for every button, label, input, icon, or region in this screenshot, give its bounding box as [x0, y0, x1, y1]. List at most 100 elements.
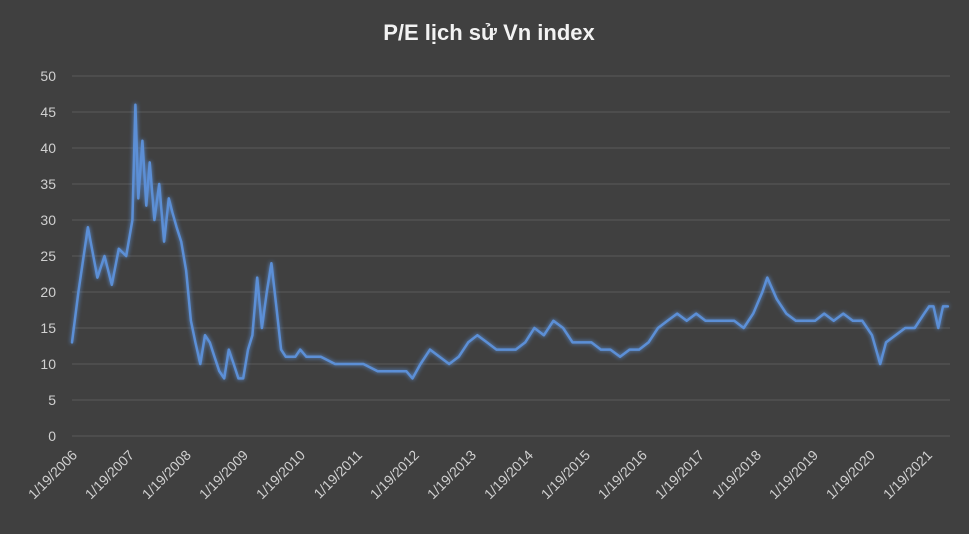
series-line [70, 103, 950, 380]
x-tick-label: 1/19/2008 [139, 447, 195, 503]
data-point [723, 319, 726, 322]
x-tick-label: 1/19/2018 [709, 447, 765, 503]
data-point [251, 334, 254, 337]
data-point [752, 312, 755, 315]
data-point [204, 334, 206, 337]
data-point [804, 319, 807, 322]
data-point [638, 348, 641, 351]
x-tick-label: 1/19/2014 [481, 447, 537, 503]
data-point [514, 348, 517, 351]
data-point [785, 312, 788, 315]
data-point [189, 319, 192, 322]
data-point [542, 334, 545, 337]
data-point [134, 103, 137, 106]
x-tick-label: 1/19/2016 [595, 447, 651, 503]
data-point [117, 247, 120, 250]
data-point [904, 327, 907, 329]
data-point [495, 348, 498, 351]
data-point [628, 348, 631, 351]
data-point [942, 305, 944, 308]
data-point [153, 219, 156, 221]
data-point [871, 334, 873, 337]
data-point [163, 240, 166, 243]
data-point [524, 341, 527, 344]
x-tick-label: 1/19/2010 [253, 447, 309, 503]
data-point [695, 312, 698, 315]
data-point [894, 334, 897, 337]
x-tick-label: 1/19/2012 [367, 447, 423, 503]
data-point [932, 305, 935, 308]
data-point [376, 370, 379, 373]
data-point [486, 341, 488, 344]
data-point [275, 305, 278, 308]
data-point [419, 363, 422, 365]
data-point [260, 327, 263, 329]
data-point [145, 204, 148, 207]
data-point [305, 355, 308, 358]
data-point [362, 363, 365, 365]
data-point [842, 312, 845, 315]
data-point [131, 219, 134, 221]
y-tick-label: 15 [40, 320, 56, 336]
data-point [96, 276, 99, 279]
data-point [704, 319, 707, 322]
data-point [657, 327, 659, 329]
data-point [562, 327, 565, 329]
data-point [733, 319, 736, 322]
data-point [294, 355, 297, 358]
data-point [171, 211, 174, 214]
data-point [851, 319, 854, 322]
data-point [879, 363, 882, 365]
y-tick-label: 50 [40, 68, 56, 84]
x-axis-ticks: 1/19/2006 1/19/2007 1/19/2008 1/19/2009 1/19… [25, 447, 936, 503]
data-point [946, 305, 949, 308]
data-point [86, 226, 89, 229]
data-point [885, 341, 887, 344]
data-point [766, 276, 769, 279]
y-tick-label: 25 [40, 248, 56, 264]
data-point [714, 319, 716, 322]
data-point [391, 370, 394, 373]
data-point [137, 197, 140, 200]
data-point [761, 291, 764, 293]
data-point [571, 341, 574, 344]
data-point [405, 370, 408, 373]
y-tick-label: 30 [40, 212, 56, 228]
data-point [923, 312, 926, 315]
data-point [103, 255, 106, 257]
data-point [775, 298, 778, 301]
y-tick-label: 40 [40, 140, 56, 156]
x-tick-label: 1/19/2013 [424, 447, 480, 503]
x-tick-label: 1/19/2011 [310, 447, 365, 502]
data-point [227, 348, 230, 351]
y-tick-label: 0 [48, 428, 56, 444]
x-tick-label: 1/19/2017 [652, 447, 708, 503]
data-point [242, 377, 245, 380]
series-layer [70, 103, 950, 380]
data-point [158, 183, 161, 185]
data-point [533, 327, 536, 329]
data-point [141, 139, 144, 142]
data-point [832, 319, 835, 322]
x-tick-label: 1/19/2020 [823, 447, 879, 503]
data-point [609, 348, 612, 351]
grid-lines [72, 75, 950, 437]
data-point [289, 355, 292, 358]
data-point [448, 363, 451, 365]
data-point [647, 341, 650, 344]
data-point [199, 363, 202, 365]
data-point [552, 319, 555, 322]
data-point [467, 341, 470, 344]
data-point [685, 319, 688, 322]
data-point [71, 341, 73, 344]
data-point [505, 348, 508, 351]
data-point [77, 291, 80, 293]
data-point [599, 348, 602, 351]
y-tick-label: 5 [48, 392, 56, 408]
y-axis-ticks: 0 5 10 15 20 25 30 35 40 45 50 [40, 68, 56, 444]
data-point [476, 334, 479, 337]
data-point [411, 377, 414, 380]
data-point [334, 363, 337, 365]
chart-title: P/E lịch sử Vn index [383, 20, 595, 45]
